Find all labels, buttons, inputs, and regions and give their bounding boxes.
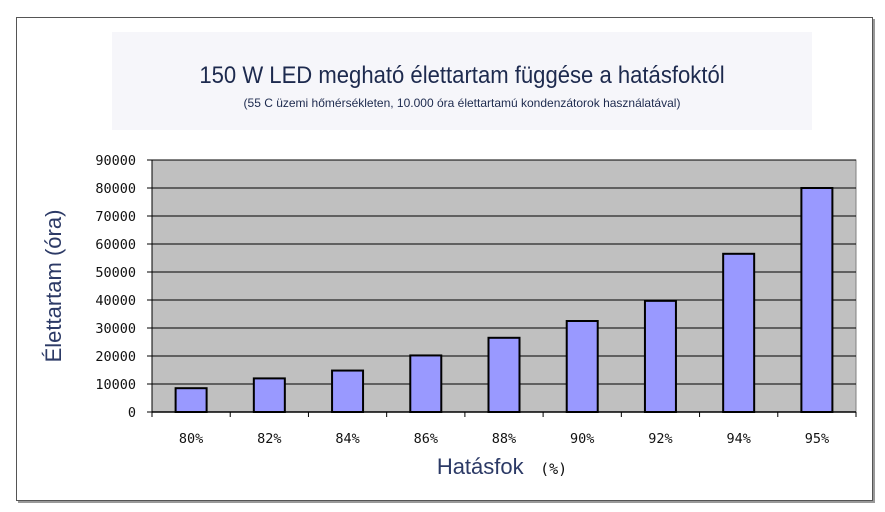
x-tick-label: 82% bbox=[257, 431, 281, 447]
x-axis-label: Hatásfok (%) bbox=[437, 454, 567, 479]
x-tick-label: 95% bbox=[805, 431, 829, 447]
chart-subtitle: (55 C üzemi hőmérsékleten, 10.000 óra él… bbox=[243, 96, 681, 110]
bar-80-pct bbox=[174, 387, 208, 414]
y-tick-labels: 0 10000 20000 30000 40000 50000 60000 70000 8000… bbox=[95, 153, 136, 421]
y-tick-label: 10000 bbox=[95, 377, 136, 393]
x-tick-label: 80% bbox=[179, 431, 203, 447]
y-tick-label: 70000 bbox=[95, 209, 136, 225]
y-tick-label: 60000 bbox=[95, 237, 136, 253]
x-tick-labels: 80% 82% 84% 86% 88% 90% 92% 94% 95% bbox=[179, 431, 829, 447]
bar-84-pct bbox=[331, 369, 365, 413]
bar-88-pct bbox=[487, 336, 521, 413]
y-tick-label: 30000 bbox=[95, 321, 136, 337]
title-box: 150 W LED megható élettartam függése a h… bbox=[112, 32, 812, 130]
bar-95-pct bbox=[800, 187, 834, 413]
bar-90-pct bbox=[565, 320, 599, 413]
x-tick-label: 92% bbox=[648, 431, 672, 447]
y-tick-label: 80000 bbox=[95, 181, 136, 197]
bar-82-pct bbox=[252, 377, 286, 413]
y-tick-label: 50000 bbox=[95, 265, 136, 281]
x-tick-label: 86% bbox=[414, 431, 438, 447]
x-tick-label: 88% bbox=[492, 431, 516, 447]
x-tick-label: 90% bbox=[570, 431, 594, 447]
y-tick-label: 0 bbox=[128, 405, 136, 421]
x-tick-label: 94% bbox=[726, 431, 750, 447]
y-tick-label: 20000 bbox=[95, 349, 136, 365]
chart-title: 150 W LED megható élettartam függése a h… bbox=[199, 62, 725, 89]
y-axis-label: Élettartam (óra) bbox=[41, 210, 66, 363]
y-tick-label: 40000 bbox=[95, 293, 136, 309]
x-tick-label: 84% bbox=[335, 431, 359, 447]
bar-86-pct bbox=[409, 354, 443, 414]
bar-92-pct bbox=[643, 299, 677, 413]
bar-94-pct bbox=[722, 252, 756, 413]
x-axis-label-unit: (%) bbox=[540, 460, 567, 478]
y-tick-label: 90000 bbox=[95, 153, 136, 169]
x-axis-label-text: Hatásfok bbox=[437, 454, 525, 479]
bars bbox=[174, 187, 834, 414]
